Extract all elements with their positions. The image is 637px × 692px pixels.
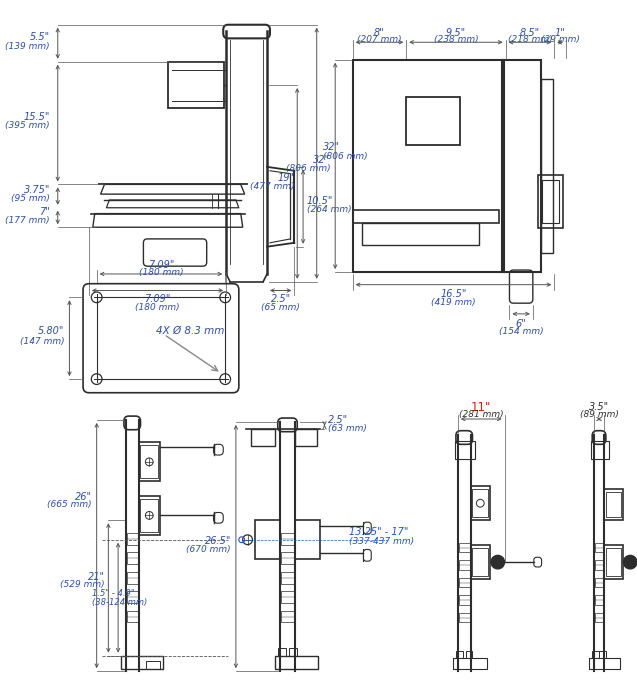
Text: (29 mm): (29 mm)	[541, 35, 580, 44]
Text: 32": 32"	[313, 155, 331, 165]
Text: (180 mm): (180 mm)	[139, 268, 183, 277]
Text: (477 mm): (477 mm)	[250, 182, 294, 191]
Text: 2.5": 2.5"	[329, 415, 348, 424]
Text: (670 mm): (670 mm)	[187, 545, 231, 554]
Text: (337-437 mm): (337-437 mm)	[349, 537, 414, 546]
Text: 16.5": 16.5"	[440, 289, 467, 300]
Text: (63 mm): (63 mm)	[329, 424, 368, 432]
Text: 32": 32"	[322, 143, 340, 152]
Text: 15.5": 15.5"	[24, 112, 50, 122]
Text: (180 mm): (180 mm)	[135, 302, 180, 311]
Text: 13.25" - 17": 13.25" - 17"	[349, 527, 408, 537]
Text: (281 mm): (281 mm)	[459, 410, 503, 419]
Text: 11": 11"	[471, 401, 491, 414]
Text: (95 mm): (95 mm)	[11, 194, 50, 203]
Text: 7.09": 7.09"	[145, 294, 171, 304]
Text: 7.09": 7.09"	[148, 260, 174, 270]
Text: 3.5": 3.5"	[589, 402, 609, 412]
Text: 5.80": 5.80"	[38, 327, 64, 336]
Text: (154 mm): (154 mm)	[499, 327, 543, 336]
Text: 6": 6"	[516, 318, 527, 329]
Text: 1.5" - 4.9": 1.5" - 4.9"	[92, 589, 134, 598]
Text: (207 mm): (207 mm)	[357, 35, 402, 44]
Text: 26.5": 26.5"	[204, 536, 231, 546]
Text: (65 mm): (65 mm)	[261, 302, 300, 311]
Text: (264 mm): (264 mm)	[307, 206, 352, 215]
Text: 9.5": 9.5"	[446, 28, 466, 37]
Text: 1": 1"	[555, 28, 566, 37]
Text: (38-124 mm): (38-124 mm)	[92, 598, 147, 607]
Text: (806 mm): (806 mm)	[322, 152, 367, 161]
Text: 4X Ø 8.3 mm: 4X Ø 8.3 mm	[156, 325, 224, 336]
Text: 21": 21"	[87, 572, 104, 582]
Text: (238 mm): (238 mm)	[434, 35, 478, 44]
Text: (529 mm): (529 mm)	[60, 580, 104, 589]
Circle shape	[491, 555, 505, 569]
Text: 19": 19"	[277, 172, 294, 183]
Text: (665 mm): (665 mm)	[47, 500, 92, 509]
Text: (139 mm): (139 mm)	[5, 42, 50, 51]
Text: 5.5": 5.5"	[30, 33, 50, 42]
Text: 3.75": 3.75"	[24, 185, 50, 195]
Text: 2.5": 2.5"	[271, 294, 290, 304]
Text: (147 mm): (147 mm)	[20, 336, 64, 345]
Text: 7": 7"	[39, 207, 50, 217]
Text: (218 mm): (218 mm)	[508, 35, 552, 44]
Text: (806 mm): (806 mm)	[286, 164, 331, 173]
Text: (395 mm): (395 mm)	[5, 122, 50, 131]
Text: (89 mm): (89 mm)	[580, 410, 619, 419]
Text: (419 mm): (419 mm)	[431, 298, 476, 307]
Text: 26": 26"	[75, 492, 92, 502]
Text: 8.5": 8.5"	[520, 28, 540, 37]
Text: 8": 8"	[374, 28, 385, 37]
Text: (177 mm): (177 mm)	[5, 216, 50, 225]
Circle shape	[624, 555, 637, 569]
Text: 10.5": 10.5"	[307, 196, 333, 206]
